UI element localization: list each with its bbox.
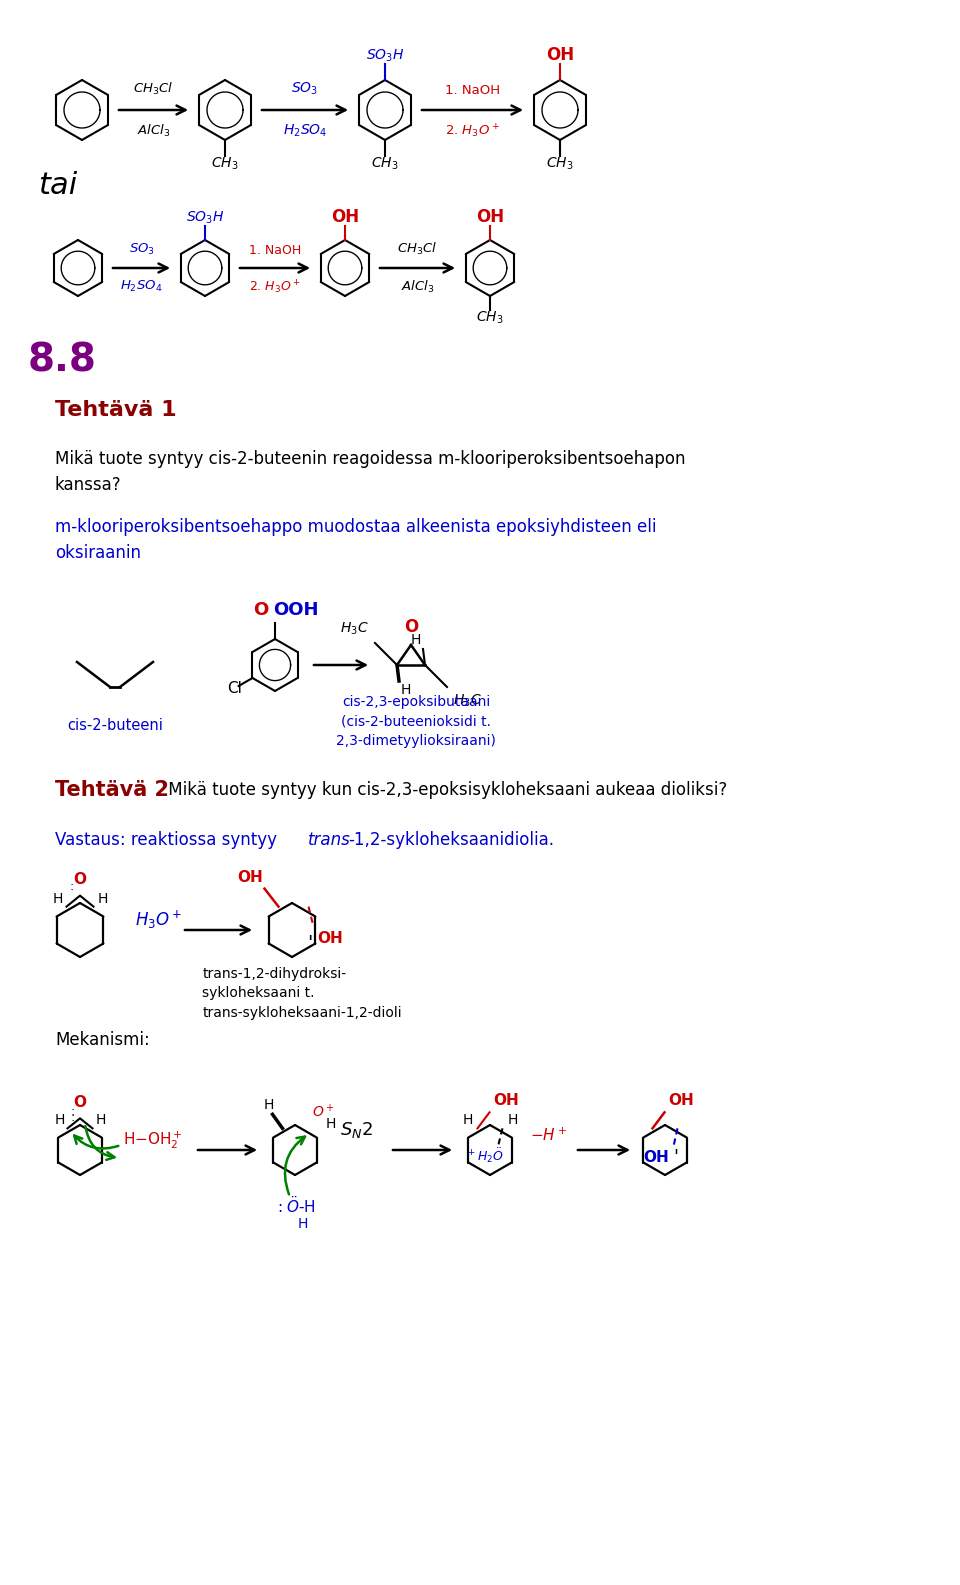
Text: $- H^+$: $- H^+$ — [530, 1127, 567, 1144]
Text: O: O — [404, 618, 419, 636]
Text: O: O — [74, 872, 86, 886]
Text: $CH_3$: $CH_3$ — [546, 155, 574, 173]
Text: 2. $H_3O^+$: 2. $H_3O^+$ — [445, 124, 500, 141]
Text: OH: OH — [546, 46, 574, 63]
Text: H: H — [463, 1113, 472, 1127]
Text: $H_3C$: $H_3C$ — [341, 621, 369, 637]
Text: $S_N2$: $S_N2$ — [340, 1121, 373, 1140]
Text: 1. NaOH: 1. NaOH — [249, 244, 301, 257]
Text: trans-1,2-dihydroksi-
sykloheksaani t.
trans-sykloheksaani-1,2-dioli: trans-1,2-dihydroksi- sykloheksaani t. t… — [203, 967, 402, 1021]
Text: H: H — [52, 892, 62, 905]
Text: 2. $H_3O^+$: 2. $H_3O^+$ — [249, 279, 301, 296]
Text: $SO_3H$: $SO_3H$ — [366, 48, 404, 63]
Text: OOH: OOH — [273, 601, 319, 620]
Text: Mekanismi:: Mekanismi: — [55, 1030, 150, 1049]
Text: H: H — [95, 1113, 106, 1127]
Text: OH: OH — [237, 870, 262, 884]
Text: Tehtävä 2: Tehtävä 2 — [55, 780, 169, 800]
Text: O: O — [252, 601, 268, 620]
Text: ': ' — [307, 934, 313, 953]
Text: H: H — [507, 1113, 517, 1127]
Text: H: H — [55, 1113, 64, 1127]
Text: H: H — [401, 683, 412, 697]
Text: $^+H_2\ddot{O}$: $^+H_2\ddot{O}$ — [466, 1146, 503, 1165]
Text: Cl: Cl — [227, 682, 242, 696]
Text: $AlCl_3$: $AlCl_3$ — [400, 279, 434, 295]
Text: H$-$OH$_2^+$: H$-$OH$_2^+$ — [123, 1129, 182, 1151]
Text: OH: OH — [331, 208, 359, 227]
Text: cis-2,3-epoksibutaani
(cis-2-buteenioksidi t.
2,3-dimetyylioksiraani): cis-2,3-epoksibutaani (cis-2-buteenioksi… — [336, 694, 496, 748]
Text: -1,2-sykloheksaanidiolia.: -1,2-sykloheksaanidiolia. — [348, 831, 554, 850]
Text: H: H — [325, 1117, 336, 1132]
Text: Vastaus: reaktiossa syntyy: Vastaus: reaktiossa syntyy — [55, 831, 282, 850]
Text: $CH_3Cl$: $CH_3Cl$ — [397, 241, 438, 257]
Text: cis-2-buteeni: cis-2-buteeni — [67, 718, 163, 732]
Text: :: : — [71, 1111, 75, 1124]
Text: ': ' — [674, 1149, 679, 1167]
Text: $H_3C$: $H_3C$ — [453, 693, 482, 710]
Text: O: O — [74, 1095, 86, 1111]
Text: H: H — [298, 1217, 308, 1232]
Text: H: H — [263, 1098, 274, 1113]
Text: $H_2SO_4$: $H_2SO_4$ — [120, 279, 162, 295]
Text: trans: trans — [308, 831, 350, 850]
Text: $CH_3Cl$: $CH_3Cl$ — [133, 81, 174, 97]
Text: m-klooriperoksibentsoehappo muodostaa alkeenista epoksiyhdisteen eli
oksiraanin: m-klooriperoksibentsoehappo muodostaa al… — [55, 518, 657, 563]
Text: $CH_3$: $CH_3$ — [211, 155, 239, 173]
Text: $SO_3$: $SO_3$ — [292, 81, 319, 97]
Text: Mikä tuote syntyy kun cis-2,3-epoksisykloheksaani aukeaa dioliksi?: Mikä tuote syntyy kun cis-2,3-epoksisykl… — [163, 781, 728, 799]
Text: OH: OH — [493, 1094, 519, 1108]
Text: $SO_3$: $SO_3$ — [129, 243, 155, 257]
Text: 8.8: 8.8 — [28, 341, 97, 379]
Text: :: : — [71, 1105, 75, 1117]
Text: Tehtävä 1: Tehtävä 1 — [55, 399, 177, 420]
Text: $CH_3$: $CH_3$ — [476, 311, 504, 327]
Text: H: H — [97, 892, 108, 905]
Text: $CH_3$: $CH_3$ — [372, 155, 398, 173]
Text: $O^+$: $O^+$ — [313, 1103, 335, 1121]
Text: :: : — [70, 880, 74, 892]
Text: $H_3O^+$: $H_3O^+$ — [135, 908, 182, 930]
Text: $H_2SO_4$: $H_2SO_4$ — [283, 124, 327, 139]
Text: tai: tai — [38, 171, 77, 200]
Text: OH: OH — [644, 1151, 669, 1165]
Text: OH: OH — [318, 930, 344, 946]
Text: 1. NaOH: 1. NaOH — [444, 84, 500, 97]
Text: $:\ddot{O}$-H: $:\ddot{O}$-H — [275, 1195, 315, 1216]
Text: Mikä tuote syntyy cis-2-buteenin reagoidessa m-klooriperoksibentsoehapon
kanssa?: Mikä tuote syntyy cis-2-buteenin reagoid… — [55, 450, 685, 495]
Text: OH: OH — [668, 1094, 694, 1108]
Text: $AlCl_3$: $AlCl_3$ — [136, 124, 170, 139]
Text: OH: OH — [476, 208, 504, 227]
Text: H: H — [411, 632, 421, 647]
Text: $SO_3H$: $SO_3H$ — [186, 209, 225, 227]
